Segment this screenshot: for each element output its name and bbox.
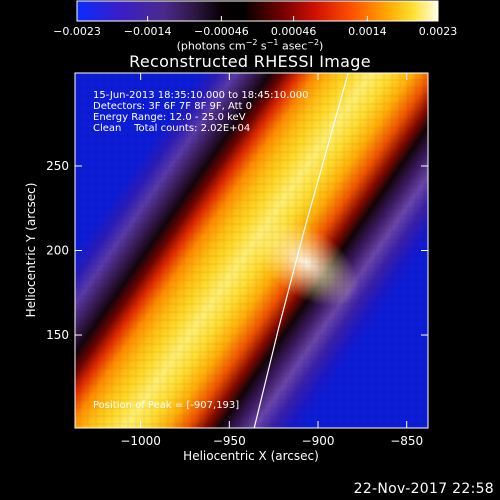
colorbar-ticks: −0.0023 −0.0014 −0.00046 0.00046 0.0014 0.002… (53, 16, 457, 38)
axis-ticks: −1000 −950 −900 −850 150 200 250 (46, 73, 428, 448)
y-axis-label: Heliocentric Y (arcsec) (24, 183, 38, 318)
annotation-energy: Energy Range: 12.0 - 25.0 keV (93, 112, 246, 123)
colorbar-label: (photons cm−2 s−1 asec−2) (176, 38, 324, 53)
annotation-time-range: 15-Jun-2013 18:35:10.000 to 18:45:10.000 (93, 90, 309, 101)
y-tick-label: 150 (46, 328, 69, 342)
x-tick-label: −850 (390, 434, 423, 448)
timestamp: 22-Nov-2017 22:58 (353, 481, 494, 497)
colorbar-tick-label: 0.0014 (348, 25, 387, 38)
annotation-detectors: Detectors: 3F 6F 7F 8F 9F, Att 0 (93, 101, 252, 112)
heatmap-image (75, 73, 428, 428)
x-tick-label: −1000 (120, 434, 161, 448)
x-axis-label: Heliocentric X (arcsec) (183, 449, 319, 463)
colorbar-tick-label: 0.0023 (419, 25, 458, 38)
chart-title: Reconstructed RHESSI Image (129, 52, 371, 71)
x-tick-label: −900 (302, 434, 335, 448)
solar-limb-curve (253, 73, 349, 428)
colorbar-tick-label: 0.00046 (271, 25, 317, 38)
colorbar-tick-label: −0.00046 (194, 25, 249, 38)
annotation-peak-position: Position of Peak = [-907,193] (93, 400, 239, 411)
colorbar: −0.0023 −0.0014 −0.00046 0.00046 0.0014 0.002… (53, 0, 457, 38)
colorbar-tick-label: −0.0014 (124, 25, 172, 38)
colorbar-gradient (76, 0, 439, 22)
y-tick-label: 200 (46, 244, 69, 258)
y-tick-label: 250 (46, 159, 69, 173)
annotation-clean: Clean Total counts: 2.02E+04 (93, 123, 250, 134)
x-tick-label: −950 (213, 434, 246, 448)
colorbar-tick-label: −0.0023 (53, 25, 101, 38)
